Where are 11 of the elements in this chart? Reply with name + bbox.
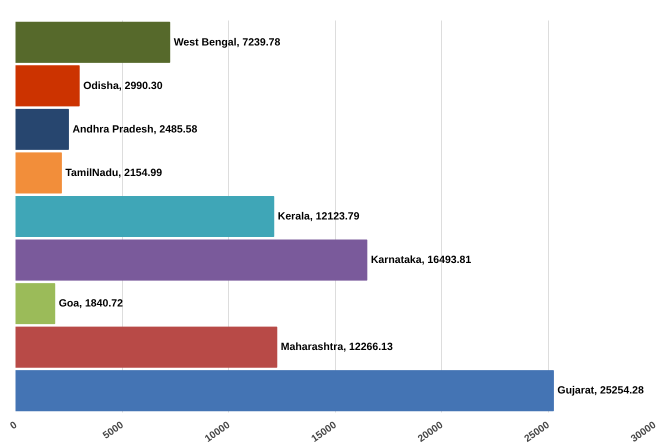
data-label: Karnataka, 16493.81 xyxy=(370,254,472,266)
data-label: Gujarat, 25254.28 xyxy=(557,384,644,397)
data-label: Goa, 1840.72 xyxy=(58,298,124,310)
data-label: West Bengal, 7239.78 xyxy=(174,36,280,48)
data-label: TamilNadu, 2154.99 xyxy=(65,166,162,179)
data-label: Andhra Pradesh, 2485.58 xyxy=(72,123,198,136)
data-label: Kerala, 12123.79 xyxy=(278,210,360,222)
x-tick-label: 0 xyxy=(8,420,20,432)
data-label: Maharashtra, 12266.13 xyxy=(280,341,393,354)
data-label: Odisha, 2990.30 xyxy=(83,80,163,92)
x-tick-label: 5000 xyxy=(101,420,126,442)
